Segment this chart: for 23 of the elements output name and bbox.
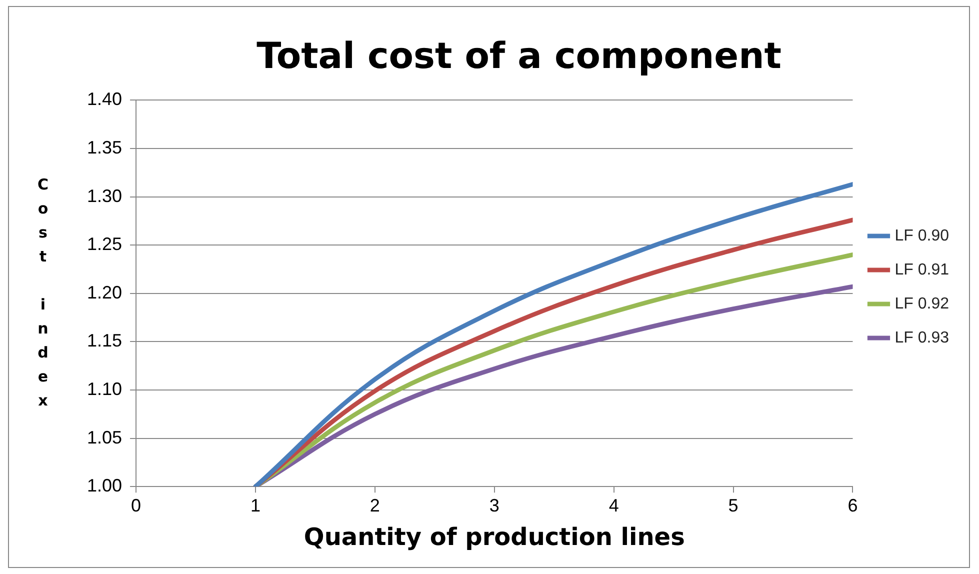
- x-tick-label: 4: [608, 495, 619, 516]
- legend-label: LF 0.92: [894, 295, 950, 312]
- y-tick-label: 1.25: [86, 234, 122, 254]
- x-tick-label: 2: [370, 495, 380, 516]
- x-axis-title: Quantity of production lines: [304, 522, 685, 551]
- y-tick-label: 1.30: [86, 186, 122, 206]
- x-tick-label: 6: [848, 495, 858, 516]
- x-tick-label: 1: [250, 495, 260, 516]
- legend-label: LF 0.91: [894, 261, 950, 278]
- x-tick-label: 0: [131, 495, 142, 516]
- y-tick-label: 1.15: [86, 330, 122, 351]
- y-tick-label: 1.10: [86, 378, 122, 399]
- x-tick-label: 3: [489, 495, 500, 516]
- y-tick-label: 1.05: [86, 427, 122, 448]
- chart-title: Total cost of a component: [256, 36, 782, 77]
- legend-label: LF 0.90: [894, 227, 950, 244]
- y-tick-label: 1.20: [86, 282, 122, 302]
- text: Cost index: [37, 175, 49, 410]
- y-tick-label: 1.40: [86, 89, 122, 110]
- y-tick-label: 1.00: [86, 476, 122, 496]
- y-tick-label: 1.35: [86, 137, 122, 158]
- x-tick-label: 5: [728, 495, 738, 516]
- legend-label: LF 0.93: [894, 329, 950, 346]
